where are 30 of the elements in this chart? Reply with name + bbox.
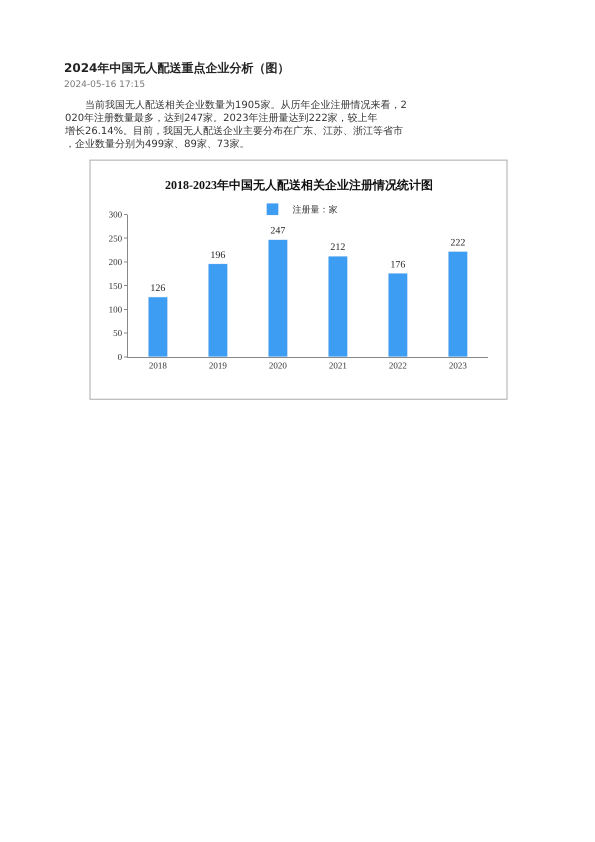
bar	[148, 296, 168, 357]
data-label: 212	[330, 242, 346, 254]
y-tick-label: 250	[108, 233, 123, 244]
bar	[268, 239, 288, 357]
x-tick-label: 2021	[328, 360, 347, 371]
text: 2024年中国无人配送重点企业分析（图）	[64, 61, 290, 75]
y-tick-label: 50	[113, 328, 123, 338]
data-label: 126	[150, 283, 166, 294]
y-tick-label: 100	[108, 304, 123, 314]
bar	[388, 273, 408, 357]
text: 2024-05-16 17:15	[64, 80, 146, 90]
data-label: 196	[210, 250, 226, 261]
bar	[448, 251, 468, 357]
x-tick-label: 2020	[268, 360, 288, 371]
data-label: 247	[270, 226, 286, 237]
bar	[208, 264, 228, 357]
y-tick-label: 300	[108, 210, 123, 220]
bar	[328, 256, 348, 357]
x-tick-label: 2018	[148, 360, 168, 371]
x-tick-label: 2019	[208, 360, 228, 371]
data-label: 176	[390, 259, 406, 270]
x-tick-label: 2023	[448, 360, 468, 371]
y-tick-label: 150	[108, 280, 123, 291]
chart-title: 2018-2023年中国无人配送相关企业注册情况统计图	[165, 178, 433, 192]
y-tick-label: 0	[118, 352, 123, 362]
x-tick-label: 2022	[388, 360, 407, 371]
legend-label: 注册量：家	[292, 204, 338, 216]
data-label: 222	[450, 237, 466, 248]
y-tick-label: 200	[108, 257, 123, 268]
text: 当前我国无人配送相关企业数量为1905家。从历年企业注册情况来看，2020年注册数量最多，达到247家。2023年注册量达到222家，较上年增长26.14%。目前，我国无人配送企业主要分布在广东、江苏、浙江等省市，企业数量分别为499家、89家、73家。	[64, 99, 407, 150]
